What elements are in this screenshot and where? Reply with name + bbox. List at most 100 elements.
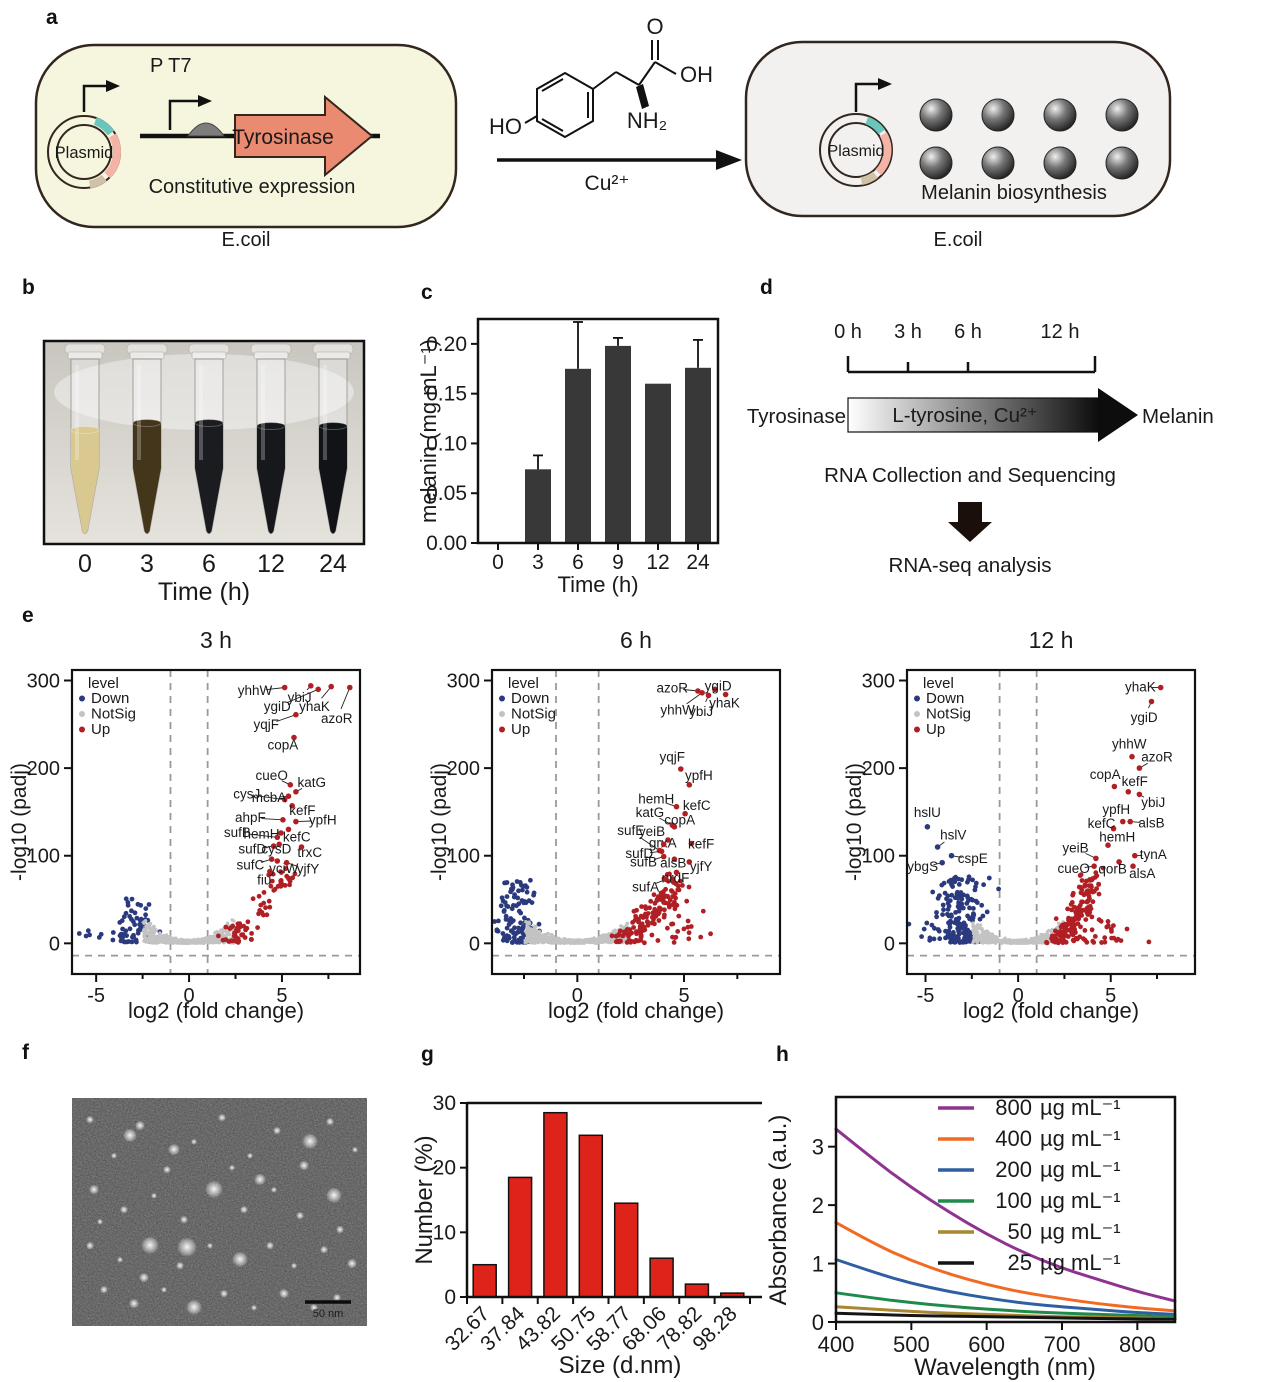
svg-text:0: 0: [469, 933, 480, 955]
svg-text:300: 300: [862, 671, 895, 693]
svg-text:50: 50: [1008, 1219, 1032, 1244]
plasmid-right-label: Plasmid: [828, 143, 885, 160]
panel-label-h: h: [776, 1043, 789, 1066]
svg-text:200: 200: [862, 758, 895, 780]
svg-text:400: 400: [995, 1126, 1032, 1151]
svg-text:Up: Up: [511, 721, 530, 738]
svg-text:yhhW: yhhW: [1112, 737, 1147, 752]
melanin-bar-chart: 0.00 0.05 0.10 0.15 0.20 0 3 6 9 12 24 melanin (mg …: [416, 317, 720, 597]
svg-text:100: 100: [995, 1188, 1032, 1213]
svg-text:ybgS: ybgS: [907, 859, 938, 874]
absorbance-spectra-chart: 0 1 2 3 400 500 600 700 800 Absorbance (a.u.) Wave…: [765, 1095, 1177, 1381]
svg-text:hslV: hslV: [940, 828, 966, 843]
ho-label: HO: [489, 114, 522, 139]
svg-text:400: 400: [818, 1332, 855, 1357]
catalyst-label: Cu²⁺: [585, 172, 630, 195]
svg-text:alsB: alsB: [660, 856, 686, 871]
gene-arrow: [234, 94, 374, 178]
svg-text:qorB: qorB: [1098, 862, 1127, 877]
size-distribution-chart: 010203032.6737.8443.8250.7558.7768.0678.…: [411, 1092, 762, 1379]
svg-text:azoR: azoR: [657, 680, 689, 695]
svg-text:3 h: 3 h: [200, 627, 232, 653]
svg-text:Up: Up: [91, 721, 110, 738]
svg-text:µg mL⁻¹: µg mL⁻¹: [1040, 1157, 1121, 1182]
enzyme-label: Tyrosinase: [747, 405, 846, 428]
svg-text:ygiD: ygiD: [705, 679, 732, 694]
panel-d-timeline: 0 h 3 h 6 h 12 h Tyrosinase L-tyrosine, …: [747, 321, 1214, 577]
svg-text:log2 (fold change): log2 (fold change): [548, 998, 724, 1023]
svg-text:-5: -5: [87, 985, 105, 1007]
panel-label-b: b: [22, 276, 35, 299]
svg-text:300: 300: [27, 671, 60, 693]
organism-label-right: E.coil: [934, 229, 983, 251]
down-arrow-icon: [948, 502, 992, 542]
svg-text:30: 30: [433, 1092, 456, 1115]
svg-text:0: 0: [49, 933, 60, 955]
svg-text:hemH: hemH: [638, 792, 674, 807]
svg-text:0: 0: [444, 1286, 456, 1309]
gradient-arrowhead-icon: [1098, 388, 1138, 442]
svg-text:6 h: 6 h: [620, 627, 652, 653]
svg-text:800: 800: [995, 1095, 1032, 1120]
svg-text:5: 5: [1105, 985, 1116, 1007]
svg-text:yhaK: yhaK: [709, 695, 740, 710]
svg-text:NotSig: NotSig: [511, 706, 556, 723]
svg-text:0: 0: [812, 1310, 824, 1335]
promoter-label: P T7: [150, 55, 192, 77]
svg-text:alsA: alsA: [1129, 866, 1155, 881]
melanin-spheres-icon: [919, 98, 1139, 180]
tick-0: 0: [78, 550, 92, 578]
svg-text:2: 2: [812, 1193, 824, 1218]
svg-text:µg mL⁻¹: µg mL⁻¹: [1040, 1126, 1121, 1151]
panel-label-e: e: [22, 604, 34, 627]
time-tick-labels: 0 3 6 12 24: [78, 550, 347, 578]
svg-text:µg mL⁻¹: µg mL⁻¹: [1040, 1095, 1121, 1120]
nanoparticles: [86, 1114, 358, 1316]
svg-text:yeiB: yeiB: [1062, 841, 1088, 856]
svg-text:melanin (mg mL⁻¹): melanin (mg mL⁻¹): [416, 339, 441, 523]
tick-24: 24: [319, 550, 347, 578]
svg-text:yjfY: yjfY: [690, 859, 713, 874]
melanin-biosynthesis-label: Melanin biosynthesis: [921, 182, 1107, 204]
svg-text:level: level: [923, 675, 954, 692]
svg-text:yhaK: yhaK: [299, 699, 330, 714]
svg-text:NotSig: NotSig: [926, 706, 971, 723]
svg-text:sufA: sufA: [632, 879, 659, 894]
svg-text:yqjF: yqjF: [253, 717, 279, 732]
svg-text:katG: katG: [297, 775, 326, 790]
svg-text:12 h: 12 h: [1029, 627, 1074, 653]
svg-text:katG: katG: [636, 805, 665, 820]
svg-text:700: 700: [1044, 1332, 1081, 1357]
rbs-bump-icon: [187, 122, 225, 137]
svg-text:100: 100: [447, 846, 480, 868]
svg-text:µg mL⁻¹: µg mL⁻¹: [1040, 1250, 1121, 1275]
svg-text:kefF: kefF: [1122, 774, 1148, 789]
svg-text:copA: copA: [664, 813, 695, 828]
svg-text:12: 12: [646, 551, 669, 574]
tem-micrograph: 50 nm: [72, 1098, 367, 1326]
panel-label-a: a: [46, 6, 58, 29]
svg-text:kefC: kefC: [283, 829, 311, 844]
svg-text:200: 200: [995, 1157, 1032, 1182]
promoter-arrowhead-icon: [198, 95, 212, 107]
gene-label: Tyrosinase: [232, 126, 334, 149]
svg-text:fiu: fiu: [257, 872, 271, 887]
panel-label-d: d: [760, 276, 773, 299]
photo-background-tissue: [54, 354, 354, 430]
svg-text:-5: -5: [917, 985, 935, 1007]
gradient-arrow-body: [847, 397, 1099, 433]
timeline-labels: 0 h 3 h 6 h 12 h: [834, 321, 1079, 343]
svg-text:ygiD: ygiD: [264, 699, 291, 714]
reaction-arrowhead-icon: [716, 150, 742, 170]
svg-text:3: 3: [532, 551, 544, 574]
svg-text:Down: Down: [926, 690, 964, 707]
svg-text:cysJ: cysJ: [233, 786, 260, 801]
svg-text:Up: Up: [926, 721, 945, 738]
svg-text:-log10 (padj): -log10 (padj): [843, 763, 866, 881]
timepoint-3h: 3 h: [894, 321, 922, 343]
svg-text:cysD: cysD: [261, 842, 291, 857]
tyrosine-structure-icon: [524, 40, 677, 139]
svg-text:ypfH: ypfH: [1102, 802, 1130, 817]
svg-text:sufD: sufD: [625, 846, 653, 861]
